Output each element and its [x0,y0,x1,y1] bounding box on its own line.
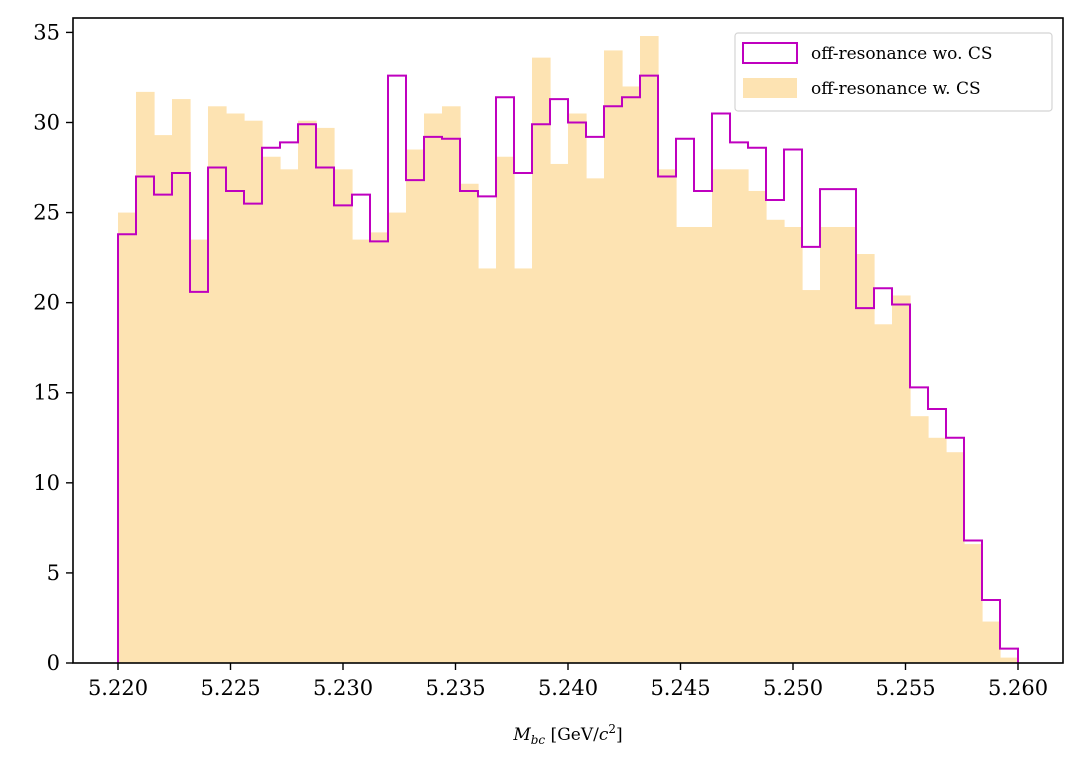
bar-w-cs-28 [622,86,641,663]
bar-w-cs-1 [136,91,155,663]
plot-area [117,36,1019,664]
bar-w-cs-41 [856,254,875,664]
bar-w-cs-27 [604,50,623,663]
bar-w-cs-12 [334,169,353,664]
legend-label-w-cs: off-resonance w. CS [811,79,981,99]
x-tick-label: 5.240 [538,676,598,700]
bar-w-cs-34 [730,169,749,664]
bar-w-cs-25 [568,113,587,663]
bar-w-cs-23 [532,57,551,664]
bar-w-cs-36 [766,219,785,663]
y-tick-label: 30 [33,110,60,134]
legend: off-resonance wo. CS off-resonance w. CS [734,32,1053,112]
bar-w-cs-14 [370,232,389,663]
bar-w-cs-37 [784,226,803,663]
x-tick-label: 5.245 [650,676,710,700]
x-tick-label: 5.260 [988,676,1048,700]
legend-swatch-w-cs [743,78,797,98]
bar-w-cs-5 [208,106,227,664]
x-tick-label: 5.230 [313,676,373,700]
x-tick-label: 5.225 [200,676,260,700]
bar-w-cs-48 [982,621,1001,663]
bar-w-cs-22 [514,268,533,663]
bar-w-cs-32 [694,226,713,663]
y-tick-label: 25 [33,201,60,225]
bar-w-cs-9 [280,169,299,664]
bar-w-cs-26 [586,178,605,663]
bar-w-cs-39 [820,226,839,663]
y-tick-label: 20 [33,291,60,315]
bar-w-cs-31 [676,226,695,663]
x-tick-label: 5.220 [88,676,148,700]
bar-w-cs-6 [226,113,245,663]
bar-w-cs-2 [154,135,173,663]
bar-w-cs-3 [172,99,191,663]
bar-w-cs-13 [352,239,371,663]
bar-w-cs-30 [658,169,677,664]
bar-w-cs-24 [550,163,569,663]
bar-w-cs-46 [946,452,965,663]
bar-w-cs-16 [406,149,425,663]
bar-w-cs-11 [316,127,335,664]
y-tick-label: 5 [47,561,60,585]
bar-w-cs-38 [802,290,821,663]
legend-swatch-wo-cs [742,42,798,64]
bar-w-cs-29 [640,36,659,663]
x-axis-title: Mbc [GeV/c2] [512,722,622,747]
bar-w-cs-20 [478,268,497,663]
y-tick-label: 35 [33,20,60,44]
x-tick-label: 5.235 [425,676,485,700]
legend-label-wo-cs: off-resonance wo. CS [811,44,993,64]
bar-w-cs-44 [910,416,929,663]
bar-w-cs-40 [838,226,857,663]
bar-w-cs-45 [928,437,947,663]
legend-box [734,32,1053,112]
bar-w-cs-47 [964,544,983,663]
bar-w-cs-8 [262,156,281,663]
step-line-wo-cs [117,74,1019,663]
bar-w-cs-17 [424,113,443,663]
bar-w-cs-35 [748,190,767,664]
y-axis: 0 5 10 15 20 25 30 35 [33,20,73,675]
bar-w-cs-21 [496,156,515,663]
bar-w-cs-10 [298,120,317,663]
y-tick-label: 10 [33,471,60,495]
bar-w-cs-4 [190,239,209,663]
bar-w-cs-7 [244,120,263,663]
bar-w-cs-43 [892,295,911,663]
bar-w-cs-15 [388,212,407,664]
bar-w-cs-0 [118,212,137,664]
x-tick-label: 5.255 [875,676,935,700]
bar-w-cs-33 [712,169,731,664]
bar-w-cs-19 [460,183,479,663]
x-tick-label: 5.250 [763,676,823,700]
bar-w-cs-49 [1000,657,1019,663]
y-tick-label: 15 [33,381,60,405]
x-axis: 5.220 5.225 5.230 5.235 5.240 5.245 5.250 5.255… [88,663,1048,700]
bar-w-cs-18 [442,106,461,664]
bar-w-cs-42 [874,324,893,663]
y-tick-label: 0 [47,651,60,675]
